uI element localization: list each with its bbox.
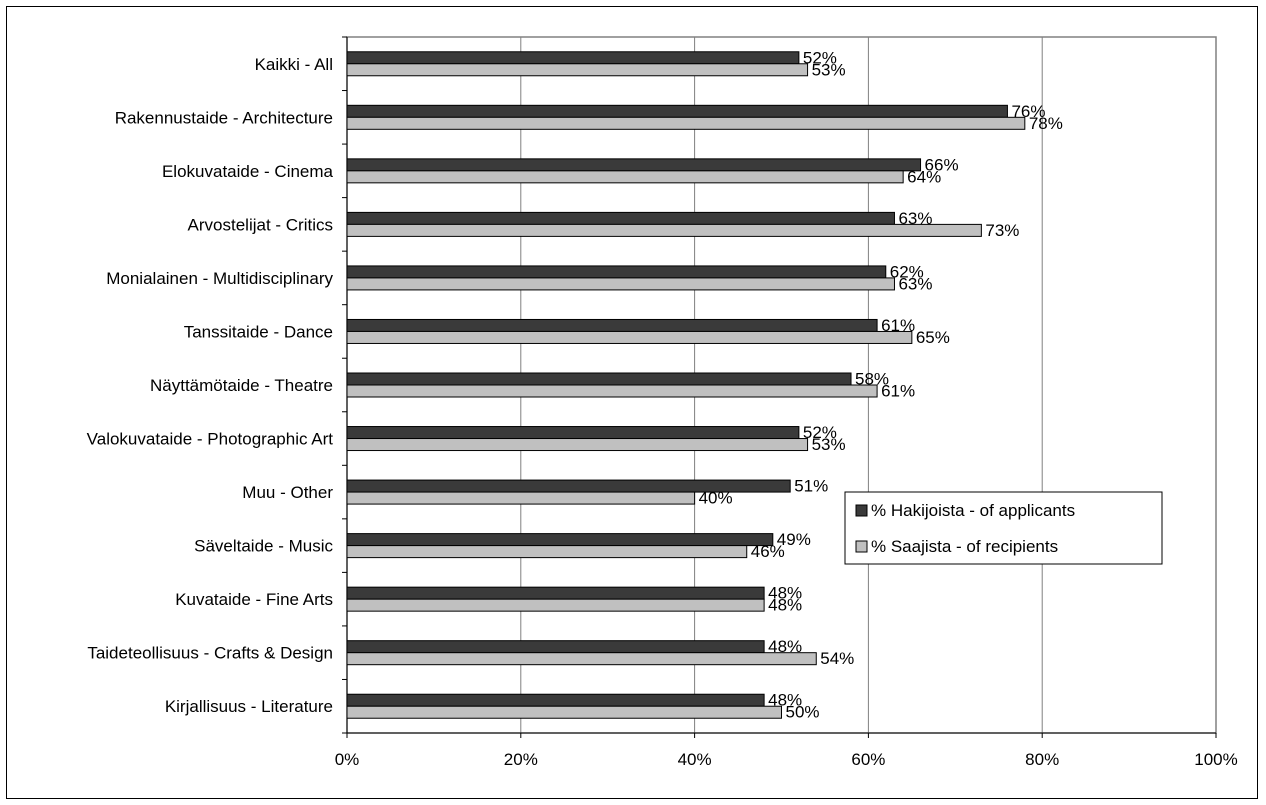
data-label-recipients: 65% bbox=[916, 328, 950, 347]
bar-applicants bbox=[346, 158, 922, 172]
data-label-applicants: 51% bbox=[794, 477, 828, 496]
bar-applicants bbox=[346, 104, 1008, 118]
bars bbox=[346, 51, 1026, 719]
bar-recipients bbox=[346, 438, 809, 452]
category-label: Tanssitaide - Dance bbox=[184, 322, 333, 341]
bar-applicants bbox=[346, 426, 800, 440]
bar-applicants bbox=[346, 533, 774, 547]
bar-applicants bbox=[346, 372, 852, 386]
data-label-applicants: 49% bbox=[777, 530, 811, 549]
bar-applicants bbox=[346, 586, 765, 600]
data-label-applicants: 52% bbox=[803, 423, 837, 442]
bar-recipients bbox=[346, 384, 878, 398]
data-label-applicants: 48% bbox=[768, 691, 802, 710]
legend-label-recipients: % Saajista - of recipients bbox=[871, 537, 1058, 556]
data-label-applicants: 61% bbox=[881, 316, 915, 335]
category-label: Monialainen - Multidisciplinary bbox=[106, 269, 333, 288]
legend: % Hakijoista - of applicants % Saajista … bbox=[844, 491, 1163, 565]
bar-recipients bbox=[346, 63, 809, 77]
data-label-applicants: 52% bbox=[803, 48, 837, 67]
category-label: Arvostelijat - Critics bbox=[188, 215, 333, 234]
data-label-recipients: 78% bbox=[1029, 114, 1063, 133]
data-label-applicants: 76% bbox=[1011, 102, 1045, 121]
axes: 0% 20% 40% 60% 80% 100% bbox=[335, 36, 1238, 769]
bar-recipients bbox=[346, 598, 765, 612]
data-label-recipients: 63% bbox=[898, 274, 932, 293]
bar-recipients bbox=[346, 491, 696, 505]
data-label-recipients: 64% bbox=[907, 167, 941, 186]
bar-recipients bbox=[346, 652, 817, 666]
x-tick-label: 100% bbox=[1194, 750, 1237, 769]
x-tick-label: 0% bbox=[335, 750, 360, 769]
data-label-recipients: 46% bbox=[751, 542, 785, 561]
bar-applicants bbox=[346, 640, 765, 654]
x-tick-label: 60% bbox=[851, 750, 885, 769]
category-label: Näyttämötaide - Theatre bbox=[150, 376, 333, 395]
bar-applicants bbox=[346, 211, 895, 225]
data-label-applicants: 62% bbox=[890, 262, 924, 281]
bar-recipients bbox=[346, 330, 913, 344]
category-label: Valokuvataide - Photographic Art bbox=[87, 430, 334, 449]
bar-recipients bbox=[346, 545, 748, 559]
data-label-applicants: 63% bbox=[898, 209, 932, 228]
category-label: Elokuvataide - Cinema bbox=[162, 162, 334, 181]
data-label-recipients: 61% bbox=[881, 382, 915, 401]
bar-applicants bbox=[346, 318, 878, 332]
labels: Kaikki - All 52%53%Rakennustaide - Archit… bbox=[87, 48, 1063, 721]
bar-applicants bbox=[346, 693, 765, 707]
data-label-recipients: 40% bbox=[699, 489, 733, 508]
data-label-recipients: 48% bbox=[768, 596, 802, 615]
bar-recipients bbox=[346, 705, 782, 719]
category-label: Kirjallisuus - Literature bbox=[165, 697, 333, 716]
category-label: Kaikki - All bbox=[255, 55, 333, 74]
x-tick-label: 20% bbox=[504, 750, 538, 769]
legend-box bbox=[844, 491, 1163, 565]
bar-recipients bbox=[346, 277, 895, 291]
category-label: Rakennustaide - Architecture bbox=[115, 108, 333, 127]
category-label: Kuvataide - Fine Arts bbox=[175, 590, 333, 609]
x-tick-label: 40% bbox=[678, 750, 712, 769]
legend-swatch-applicants bbox=[855, 504, 868, 517]
data-label-recipients: 53% bbox=[812, 60, 846, 79]
x-tick-label: 80% bbox=[1025, 750, 1059, 769]
data-label-recipients: 54% bbox=[820, 649, 854, 668]
bar-recipients bbox=[346, 116, 1026, 130]
category-label: Taideteollisuus - Crafts & Design bbox=[87, 644, 333, 663]
bar-recipients bbox=[346, 170, 904, 184]
legend-swatch-recipients bbox=[855, 540, 868, 553]
data-label-applicants: 48% bbox=[768, 584, 802, 603]
chart-frame bbox=[6, 6, 1258, 799]
data-label-recipients: 50% bbox=[786, 703, 820, 722]
bar-applicants bbox=[346, 265, 887, 279]
bar-applicants bbox=[346, 51, 800, 65]
bar-recipients bbox=[346, 223, 982, 237]
category-label: Säveltaide - Music bbox=[194, 537, 333, 556]
data-label-applicants: 58% bbox=[855, 370, 889, 389]
data-label-recipients: 73% bbox=[985, 221, 1019, 240]
data-label-applicants: 48% bbox=[768, 637, 802, 656]
legend-label-applicants: % Hakijoista - of applicants bbox=[871, 501, 1075, 520]
data-label-recipients: 53% bbox=[812, 435, 846, 454]
category-label: Muu - Other bbox=[242, 483, 333, 502]
data-label-applicants: 66% bbox=[925, 155, 959, 174]
